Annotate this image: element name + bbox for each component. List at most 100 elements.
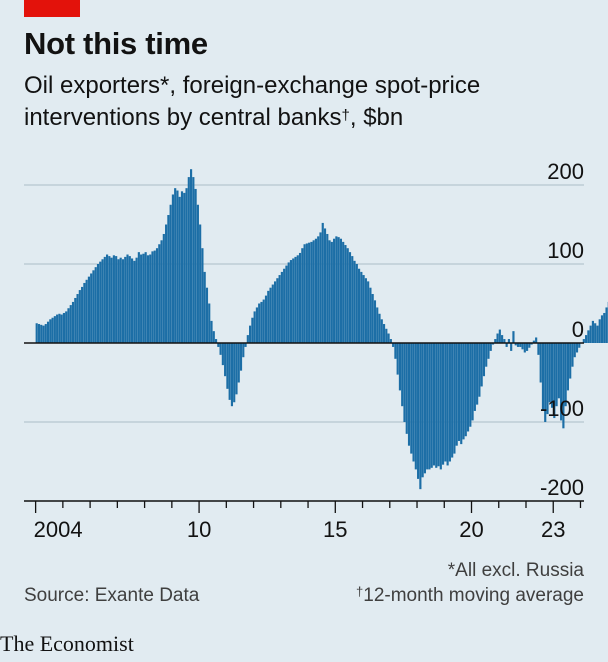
bar xyxy=(605,307,608,343)
bar xyxy=(185,188,188,343)
bar xyxy=(516,343,520,347)
bar xyxy=(494,339,497,343)
bar xyxy=(521,343,524,350)
bar xyxy=(523,343,526,353)
bar xyxy=(171,194,174,343)
bar xyxy=(525,343,529,351)
bar xyxy=(317,236,320,343)
bar xyxy=(230,343,234,407)
bar xyxy=(112,255,115,343)
bar xyxy=(294,256,297,343)
bar xyxy=(199,224,202,343)
bar xyxy=(587,330,590,343)
bar xyxy=(512,331,515,343)
bar xyxy=(333,238,336,343)
bar xyxy=(564,343,567,407)
bar xyxy=(76,294,79,343)
bar xyxy=(40,324,43,343)
bar xyxy=(446,343,449,466)
bar xyxy=(444,343,447,462)
bar xyxy=(226,343,229,389)
bar xyxy=(194,188,197,343)
bar xyxy=(310,241,313,343)
bar xyxy=(585,335,588,343)
bar xyxy=(115,256,118,343)
bar xyxy=(437,343,440,467)
bar xyxy=(62,312,66,343)
bar xyxy=(108,256,111,343)
bar xyxy=(180,191,184,343)
bar xyxy=(287,262,290,343)
bar xyxy=(203,271,206,343)
bar xyxy=(557,343,560,399)
bar xyxy=(423,343,426,474)
bar xyxy=(455,343,458,446)
bar xyxy=(473,343,476,411)
brand-logo-text: The Economist xyxy=(0,631,134,656)
bar xyxy=(224,343,227,377)
bar xyxy=(174,188,177,343)
y-tick-label: -200 xyxy=(540,475,584,500)
source-note: Source: Exante Data xyxy=(24,585,200,606)
bar xyxy=(81,286,84,343)
bar xyxy=(351,256,354,343)
bar xyxy=(541,343,545,411)
bar xyxy=(478,343,481,397)
brand-accent-tab xyxy=(24,0,80,17)
bar xyxy=(276,278,279,343)
bar xyxy=(85,279,88,343)
bar xyxy=(353,260,356,343)
bar xyxy=(128,256,131,343)
subtitle-footnote-mark: † xyxy=(341,107,350,124)
bar xyxy=(457,343,461,441)
bar xyxy=(126,254,129,343)
bar xyxy=(382,324,386,343)
bar xyxy=(160,240,163,343)
bar xyxy=(462,343,465,440)
bar xyxy=(235,343,238,395)
bar xyxy=(532,340,535,343)
bar xyxy=(582,339,585,343)
bar xyxy=(140,254,143,343)
bar xyxy=(378,313,381,343)
bar xyxy=(464,343,467,437)
bar xyxy=(591,320,594,343)
bar xyxy=(151,251,154,343)
bar xyxy=(137,252,140,343)
bar xyxy=(283,268,286,343)
bar xyxy=(385,328,388,343)
bar xyxy=(264,295,268,343)
bar xyxy=(589,325,592,343)
bar xyxy=(396,343,399,375)
bar xyxy=(303,244,306,343)
bar xyxy=(217,343,220,347)
bar xyxy=(528,343,531,348)
bar xyxy=(285,265,288,343)
bar xyxy=(485,343,488,367)
bar xyxy=(544,343,547,422)
bar xyxy=(496,333,499,343)
bar xyxy=(387,333,390,343)
bar xyxy=(550,343,554,408)
bar xyxy=(60,314,63,343)
bar xyxy=(575,343,579,353)
bar xyxy=(155,248,159,343)
bar xyxy=(90,273,93,343)
bar xyxy=(357,268,361,343)
bar xyxy=(78,290,81,343)
bar xyxy=(153,250,156,343)
bar xyxy=(344,245,347,343)
bar xyxy=(167,215,170,343)
bar xyxy=(414,343,417,470)
bar xyxy=(319,232,322,343)
bar xyxy=(201,248,204,343)
bar xyxy=(560,343,563,421)
bar xyxy=(289,260,293,343)
bar xyxy=(335,236,338,343)
bar xyxy=(453,343,456,454)
bar xyxy=(380,319,383,343)
bar xyxy=(348,252,352,343)
bar xyxy=(301,248,304,343)
bar xyxy=(507,339,510,343)
bar xyxy=(498,329,501,343)
